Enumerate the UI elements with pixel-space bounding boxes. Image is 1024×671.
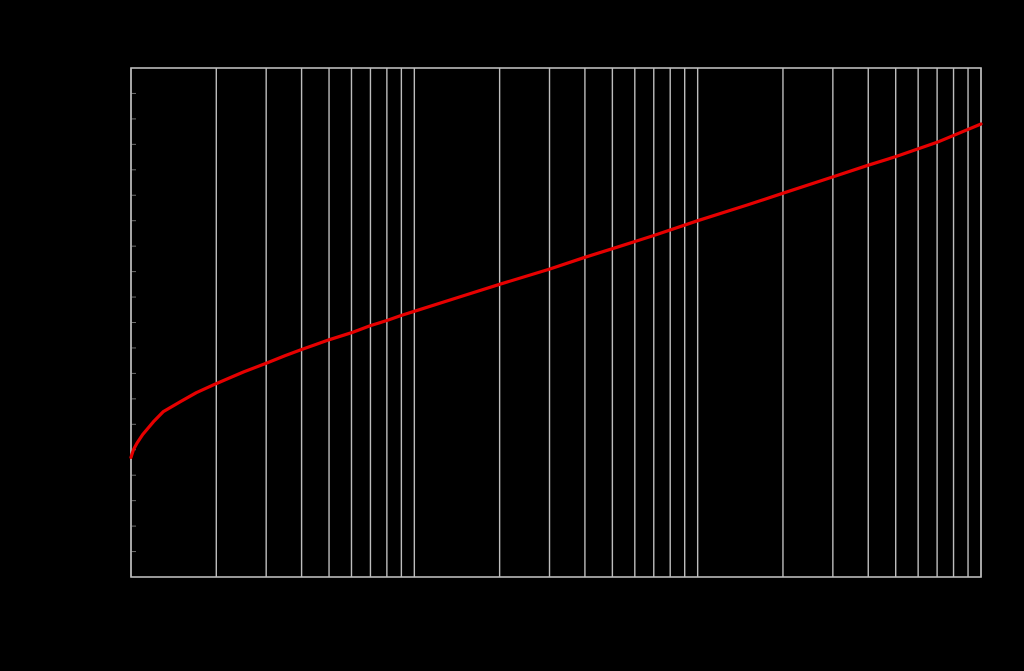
plot-frame — [130, 67, 982, 578]
series-layer — [129, 122, 983, 459]
series-line — [129, 122, 983, 459]
y-axis-ticks — [131, 92, 136, 553]
x-gridlines — [130, 68, 982, 577]
